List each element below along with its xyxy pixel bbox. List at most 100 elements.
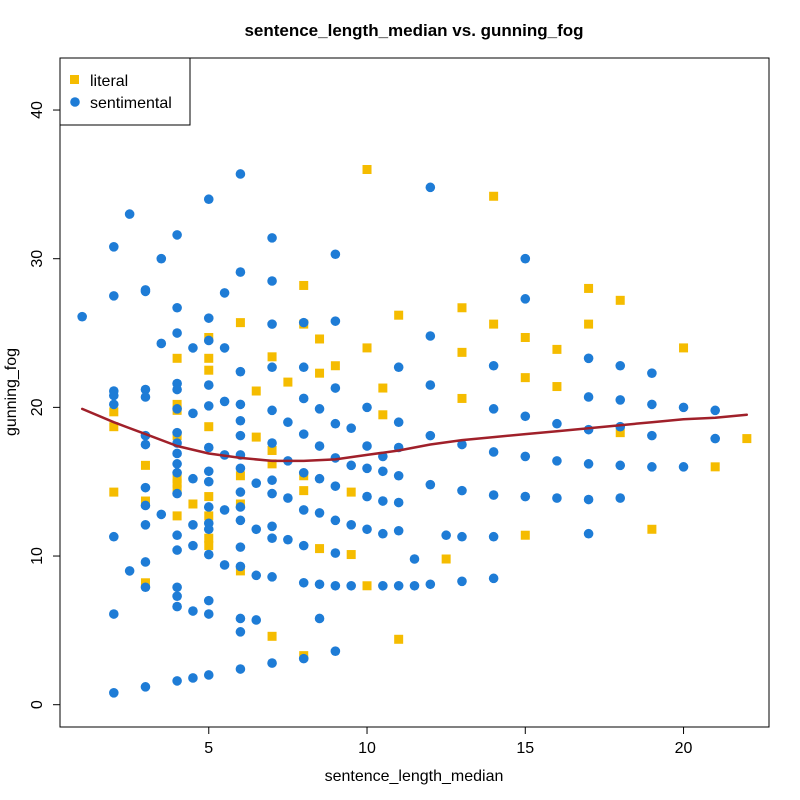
point-sentimental [425, 331, 436, 341]
point-sentimental [156, 253, 167, 264]
point-literal [362, 581, 372, 591]
point-literal [204, 492, 214, 502]
point-sentimental [203, 524, 214, 535]
point-sentimental [109, 609, 119, 619]
point-literal [188, 499, 198, 509]
point-sentimental [77, 311, 87, 322]
point-sentimental [393, 417, 404, 428]
chart-title: sentence_length_median vs. gunning_fog [244, 21, 583, 40]
point-sentimental [109, 531, 119, 542]
point-sentimental [219, 560, 230, 570]
point-sentimental [647, 399, 657, 410]
point-sentimental [425, 380, 436, 390]
point-sentimental [140, 439, 151, 450]
x-tick-label: 15 [516, 740, 534, 757]
point-sentimental [346, 460, 356, 471]
point-sentimental [314, 404, 325, 414]
point-sentimental [552, 456, 562, 466]
point-literal [362, 165, 372, 174]
point-literal [520, 332, 530, 342]
point-sentimental [346, 580, 356, 591]
point-sentimental [203, 466, 214, 477]
trend-line-layer [80, 407, 749, 463]
point-sentimental [314, 441, 325, 451]
point-sentimental [283, 417, 293, 428]
point-sentimental [425, 430, 436, 441]
point-sentimental [172, 545, 182, 555]
point-sentimental [330, 316, 341, 326]
point-sentimental [235, 502, 246, 512]
point-sentimental [330, 418, 341, 429]
point-sentimental [678, 402, 689, 413]
point-sentimental [219, 505, 230, 515]
point-literal [204, 541, 214, 551]
point-sentimental [203, 194, 214, 205]
y-axis-label: gunning_fog [3, 348, 20, 436]
plot-frame [59, 57, 770, 728]
point-sentimental [172, 467, 182, 478]
point-sentimental [552, 493, 562, 503]
point-literal [172, 511, 182, 521]
x-tick-label: 10 [358, 740, 376, 757]
point-sentimental [219, 343, 230, 353]
point-sentimental [298, 362, 309, 373]
point-sentimental [283, 534, 293, 545]
point-sentimental [647, 368, 657, 378]
point-sentimental [520, 294, 531, 304]
point-literal [109, 487, 119, 497]
point-sentimental [267, 233, 277, 243]
point-literal [710, 462, 720, 472]
point-sentimental [393, 497, 404, 508]
point-sentimental [251, 478, 262, 488]
x-axis-label: sentence_length_median [325, 768, 504, 785]
point-sentimental [172, 582, 182, 593]
point-sentimental [346, 520, 356, 530]
point-sentimental [393, 525, 404, 536]
point-sentimental [488, 531, 499, 542]
point-sentimental [457, 439, 467, 450]
legend: literal sentimental [59, 57, 191, 126]
point-sentimental [188, 540, 198, 551]
point-sentimental [267, 362, 277, 373]
point-sentimental [378, 466, 388, 477]
point-sentimental [172, 427, 182, 438]
point-sentimental [647, 462, 657, 472]
point-sentimental [172, 488, 182, 499]
point-literal [299, 280, 309, 290]
point-sentimental [172, 459, 182, 469]
point-literal [204, 365, 214, 375]
point-sentimental [235, 515, 246, 526]
point-literal [235, 318, 245, 328]
point-sentimental [710, 405, 720, 416]
point-literal [315, 368, 325, 378]
point-sentimental [172, 530, 182, 541]
point-literal [235, 471, 245, 481]
point-literal [457, 303, 467, 313]
point-sentimental [267, 658, 277, 668]
point-sentimental [188, 673, 198, 683]
point-sentimental [140, 286, 151, 297]
point-literal [378, 410, 388, 420]
point-sentimental [203, 335, 214, 346]
point-sentimental [425, 579, 436, 590]
point-sentimental [520, 253, 531, 264]
point-sentimental [172, 230, 182, 240]
point-literal [489, 191, 499, 201]
legend-box [59, 57, 191, 126]
point-literal [394, 310, 404, 320]
point-sentimental [172, 448, 182, 459]
point-literal [109, 407, 119, 417]
point-sentimental [362, 524, 372, 535]
point-literal [457, 347, 467, 357]
point-literal [204, 422, 214, 432]
y-tick-label: 0 [29, 700, 46, 709]
point-sentimental [457, 531, 467, 542]
point-sentimental [330, 580, 341, 591]
point-sentimental [393, 580, 404, 591]
point-sentimental [298, 429, 309, 439]
x-tick-label: 20 [675, 740, 693, 757]
point-sentimental [520, 451, 531, 462]
point-sentimental [378, 528, 388, 539]
point-sentimental [298, 505, 309, 515]
point-literal [552, 344, 562, 354]
